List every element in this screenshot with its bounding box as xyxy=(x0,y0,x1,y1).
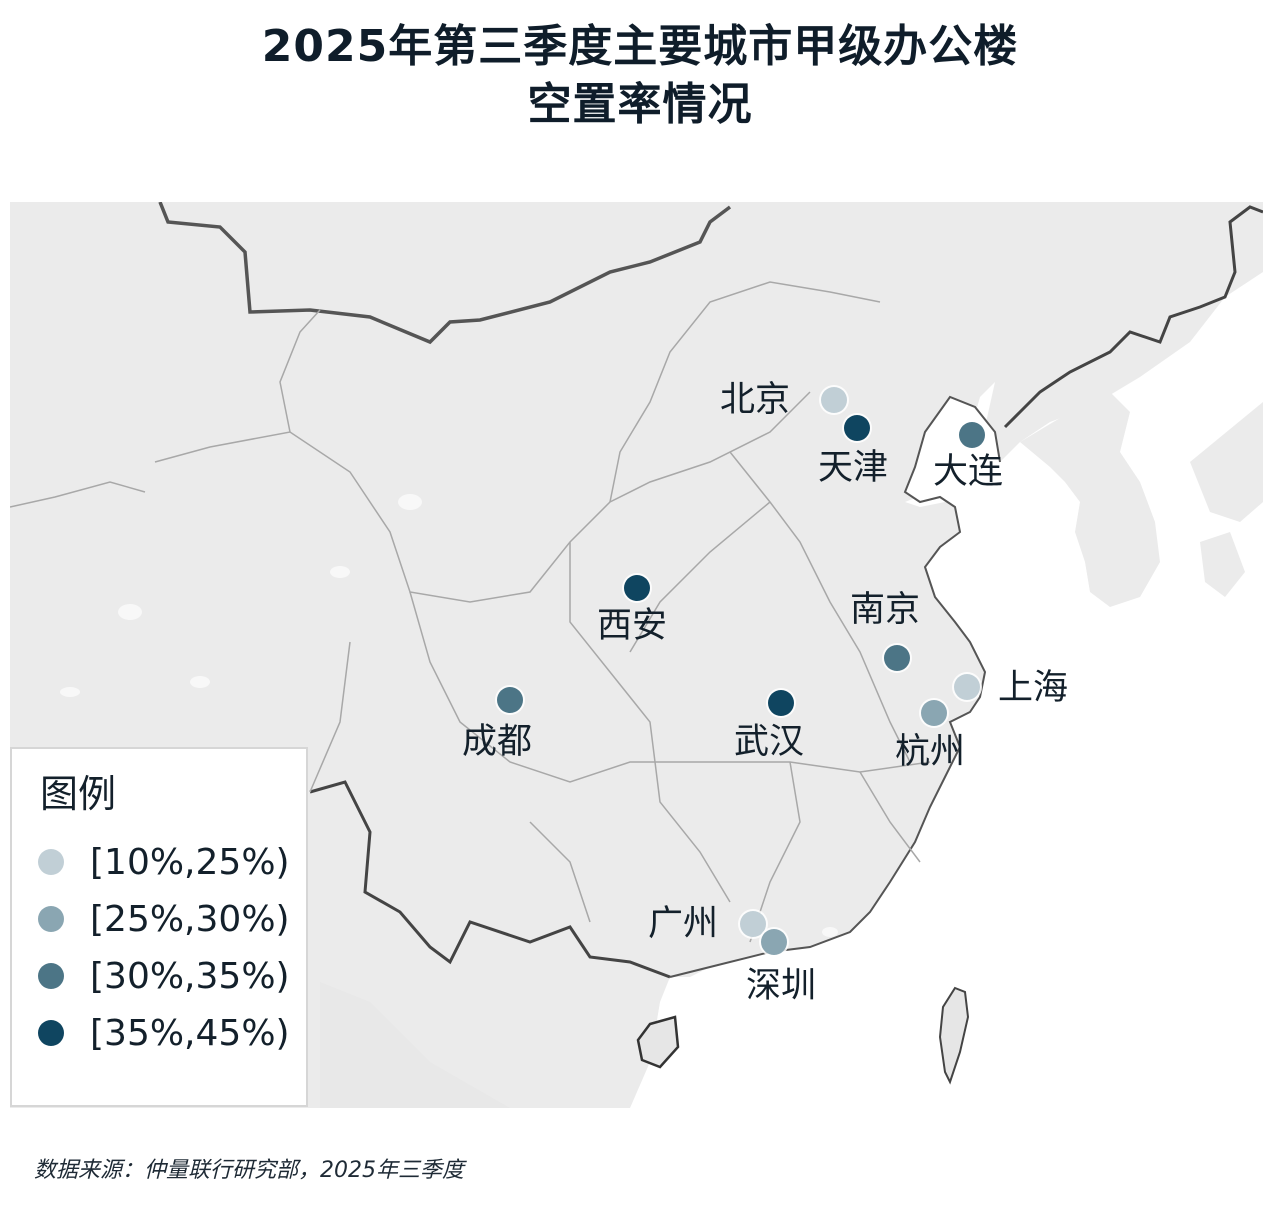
legend-item-1: [10%,25%) xyxy=(38,837,290,887)
land-taiwan xyxy=(938,986,970,1085)
label-tianjin: 天津 xyxy=(818,448,889,488)
label-nanjing: 南京 xyxy=(850,590,921,630)
marker-xian[interactable] xyxy=(624,575,650,601)
legend-label: [35%,45%) xyxy=(90,1012,290,1054)
land-mainland xyxy=(10,202,1263,1108)
label-guangzhou: 广州 xyxy=(648,904,719,944)
marker-chengdu[interactable] xyxy=(497,687,523,713)
data-source-note: 数据来源：仲量联行研究部，2025年三季度 xyxy=(34,1158,464,1183)
legend-item-4: [35%,45%) xyxy=(38,1008,290,1058)
label-wuhan: 武汉 xyxy=(734,722,805,762)
marker-hangzhou[interactable] xyxy=(921,700,947,726)
land-korea xyxy=(1020,392,1160,607)
marker-nanjing[interactable] xyxy=(884,645,910,671)
legend-item-3: [30%,35%) xyxy=(38,951,290,1001)
legend-title: 图例 xyxy=(40,772,117,816)
legend-label: [30%,35%) xyxy=(90,955,290,997)
land-japan xyxy=(1190,402,1263,522)
coastline xyxy=(669,395,1001,978)
marker-guangzhou[interactable] xyxy=(740,911,766,937)
land-hainan xyxy=(636,1015,680,1069)
title-line-2: 空置率情况 xyxy=(527,79,753,130)
province-borders xyxy=(10,281,931,943)
label-shanghai: 上海 xyxy=(998,668,1069,708)
legend-dot-icon xyxy=(38,849,64,875)
marker-dalian[interactable] xyxy=(959,422,985,448)
marker-shanghai[interactable] xyxy=(954,674,980,700)
label-hangzhou: 杭州 xyxy=(895,732,966,772)
page-title: 2025年第三季度主要城市甲级办公楼 空置率情况 xyxy=(0,18,1280,134)
legend-dot-icon xyxy=(38,1020,64,1046)
basemap xyxy=(10,202,1263,1108)
legend-item-2: [25%,30%) xyxy=(38,894,290,944)
marker-beijing[interactable] xyxy=(821,387,847,413)
label-chengdu: 成都 xyxy=(462,722,533,762)
legend-panel: 图例 [10%,25%) [25%,30%) [30%,35%) [35%,45… xyxy=(10,747,308,1107)
marker-tianjin[interactable] xyxy=(844,415,870,441)
label-xian: 西安 xyxy=(597,606,668,646)
national-border xyxy=(158,202,732,345)
marker-shenzhen[interactable] xyxy=(761,929,787,955)
label-beijing: 北京 xyxy=(720,380,791,420)
legend-label: [25%,30%) xyxy=(90,898,290,940)
marker-wuhan[interactable] xyxy=(768,690,794,716)
legend-dot-icon xyxy=(38,963,64,989)
label-dalian: 大连 xyxy=(933,452,1004,492)
legend-dot-icon xyxy=(38,906,64,932)
label-shenzhen: 深圳 xyxy=(746,966,817,1006)
legend-label: [10%,25%) xyxy=(90,841,290,883)
title-line-1: 2025年第三季度主要城市甲级办公楼 xyxy=(261,21,1019,72)
